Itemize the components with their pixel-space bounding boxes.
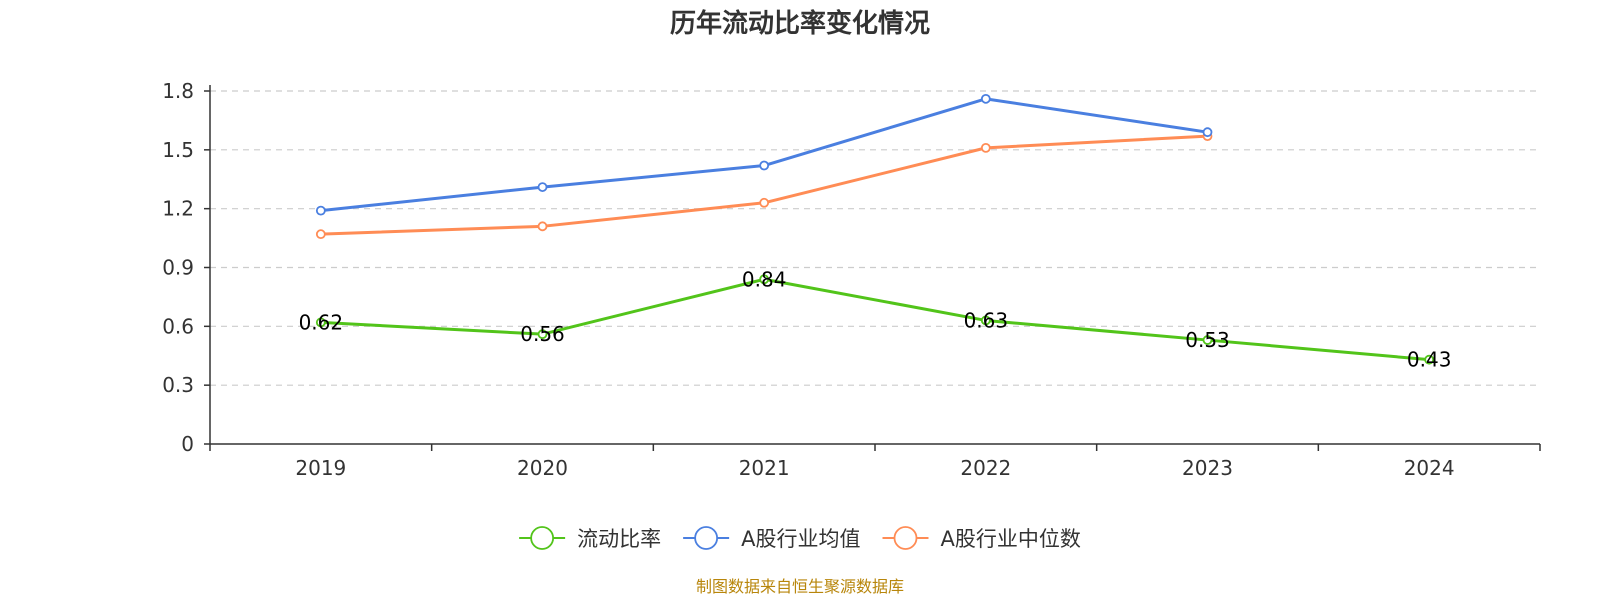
x-tick-label: 2022 [960,456,1011,480]
source-note: 制图数据来自恒生聚源数据库 [696,577,904,596]
y-tick-label: 1.5 [162,138,194,162]
data-point [1202,335,1213,345]
data-point [980,142,991,153]
data-point [537,182,548,192]
data-point [315,205,326,216]
y-tick-label: 1.2 [162,197,194,221]
x-tick-label: 2024 [1404,456,1455,480]
legend-item-3[interactable]: A股行业中位数 [882,526,1081,551]
y-tick-label: 0.9 [162,256,194,280]
legend-item-1[interactable]: 流动比率 [519,526,661,551]
grid-lines [210,90,1540,386]
x-tick-label: 2020 [517,456,568,480]
data-point [315,317,326,328]
y-tick-label: 0.6 [162,314,194,338]
data-label: 0.56 [520,322,565,346]
legend-label: A股行业中位数 [941,527,1081,551]
data-point [1202,127,1213,138]
data-point [980,315,991,326]
data-point [980,93,991,104]
legend-marker-icon [893,526,918,550]
data-label: 0.43 [1407,348,1452,372]
data-point [537,221,548,232]
data-label: 0.63 [964,308,1009,332]
series-line-2 [320,97,1208,213]
legend-label: A股行业均值 [741,527,860,551]
data-label: 0.84 [742,267,787,291]
data-point [1424,354,1435,365]
data-point [315,229,326,240]
data-label: 0.53 [1185,328,1230,352]
y-tick-label: 0.3 [162,373,194,397]
data-label: 0.62 [299,310,344,334]
y-tick-label: 0 [181,432,194,456]
legend-marker-icon [694,526,719,550]
y-tick-label: 1.8 [162,79,194,103]
data-point [537,329,548,340]
x-tick-label: 2023 [1182,456,1233,480]
series-line-1 [320,277,1430,362]
legend-marker-icon [530,526,555,550]
legend[interactable]: 流动比率 A股行业均值 A股行业中位数 [519,526,1081,551]
series-line-3 [320,134,1208,236]
data-point [759,274,770,285]
series-layer [315,93,1435,365]
chart-title: 历年流动比率变化情况 [670,8,930,39]
axes: 0 0.3 0.6 0.9 1.2 1.5 1.8 2019 2020 2021 2022 2023 2… [162,79,1541,480]
x-tick-label: 2019 [295,456,346,480]
legend-item-2[interactable]: A股行业均值 [683,526,861,551]
data-labels: 0.62 0.56 0.84 0.63 0.53 0.43 [299,267,1452,371]
data-point [759,160,770,171]
legend-label: 流动比率 [577,527,661,551]
x-tick-label: 2021 [739,456,790,480]
data-point [759,197,770,208]
